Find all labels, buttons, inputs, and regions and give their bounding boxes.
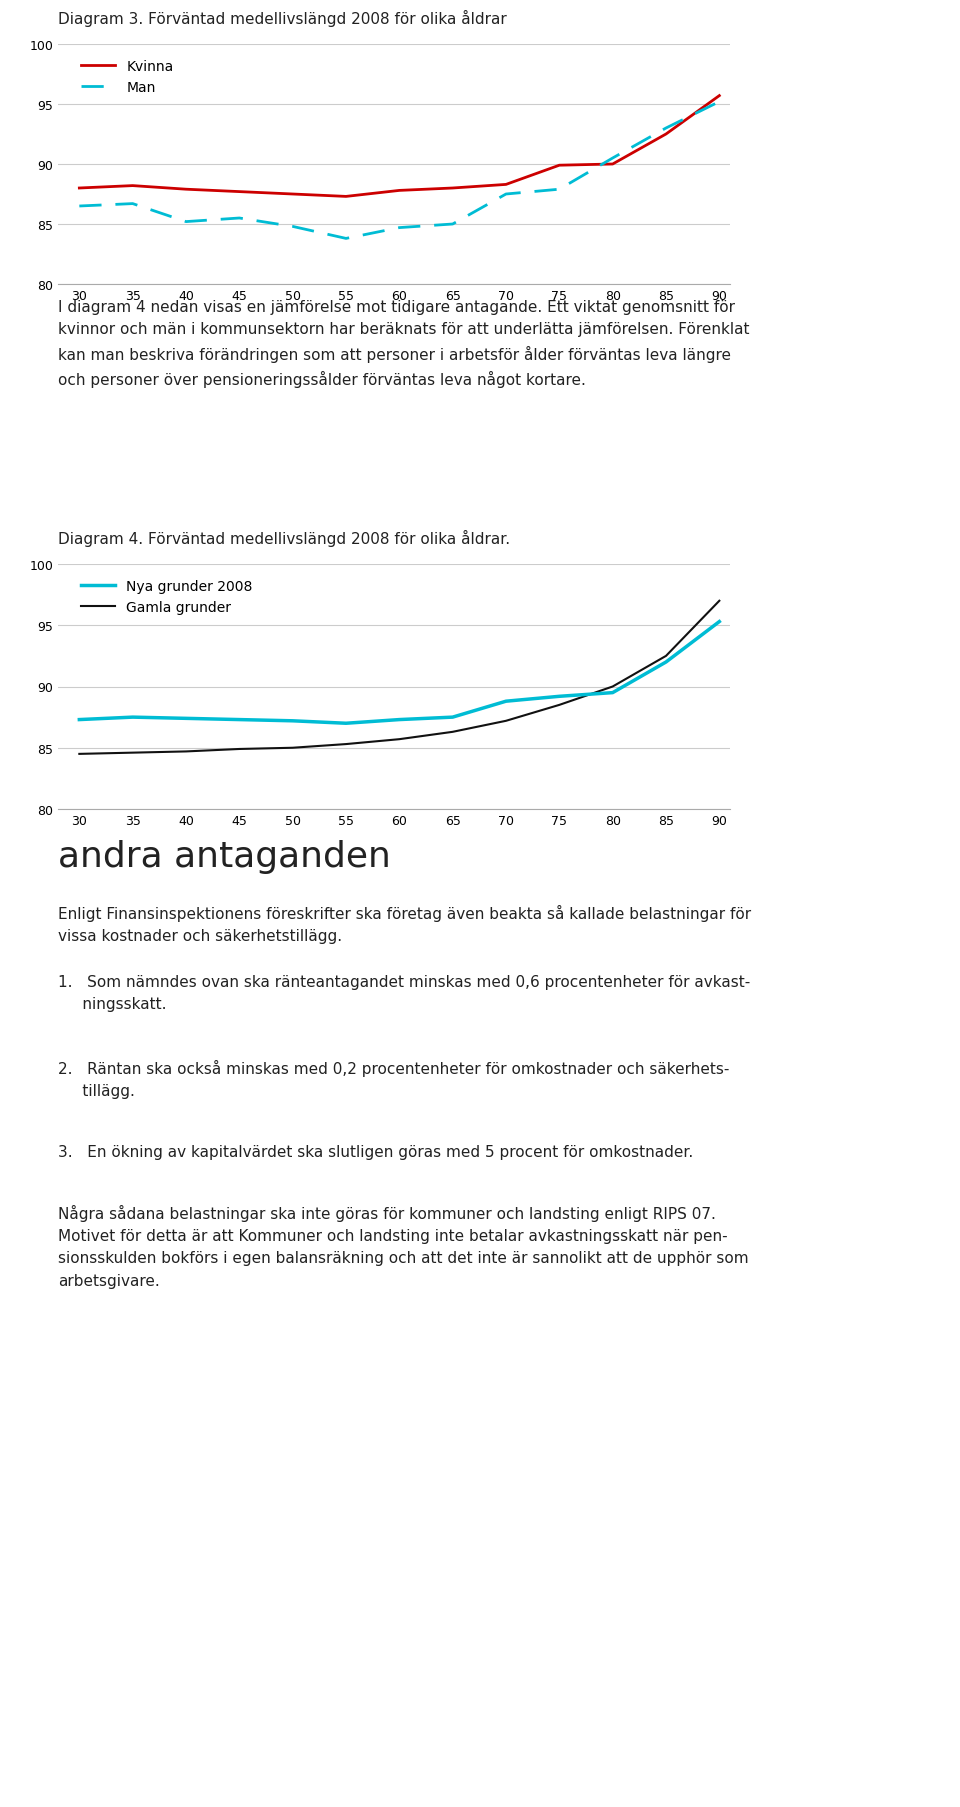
Text: I diagram 4 nedan visas en jämförelse mot tidigare antagande. Ett viktat genomsn: I diagram 4 nedan visas en jämförelse mo… <box>58 300 750 389</box>
Text: Enligt Finansinspektionens föreskrifter ska företag även beakta så kallade belas: Enligt Finansinspektionens föreskrifter … <box>58 905 751 943</box>
Legend: Kvinna, Man: Kvinna, Man <box>75 54 180 101</box>
Text: Några sådana belastningar ska inte göras för kommuner och landsting enligt RIPS : Några sådana belastningar ska inte göras… <box>58 1203 749 1288</box>
Text: Diagram 4. Förväntad medellivslängd 2008 för olika åldrar.: Diagram 4. Förväntad medellivslängd 2008… <box>58 529 510 548</box>
Text: Diagram 3. Förväntad medellivslängd 2008 för olika åldrar: Diagram 3. Förväntad medellivslängd 2008… <box>58 11 507 27</box>
Text: 2.   Räntan ska också minskas med 0,2 procentenheter för omkostnader och säkerhe: 2. Räntan ska också minskas med 0,2 proc… <box>58 1059 730 1099</box>
Text: 3.   En ökning av kapitalvärdet ska slutligen göras med 5 procent för omkostnade: 3. En ökning av kapitalvärdet ska slutli… <box>58 1144 693 1160</box>
Text: andra antaganden: andra antaganden <box>58 840 391 873</box>
Text: 1.   Som nämndes ovan ska ränteantagandet minskas med 0,6 procentenheter för avk: 1. Som nämndes ovan ska ränteantagandet … <box>58 974 751 1012</box>
Legend: Nya grunder 2008, Gamla grunder: Nya grunder 2008, Gamla grunder <box>75 575 258 620</box>
